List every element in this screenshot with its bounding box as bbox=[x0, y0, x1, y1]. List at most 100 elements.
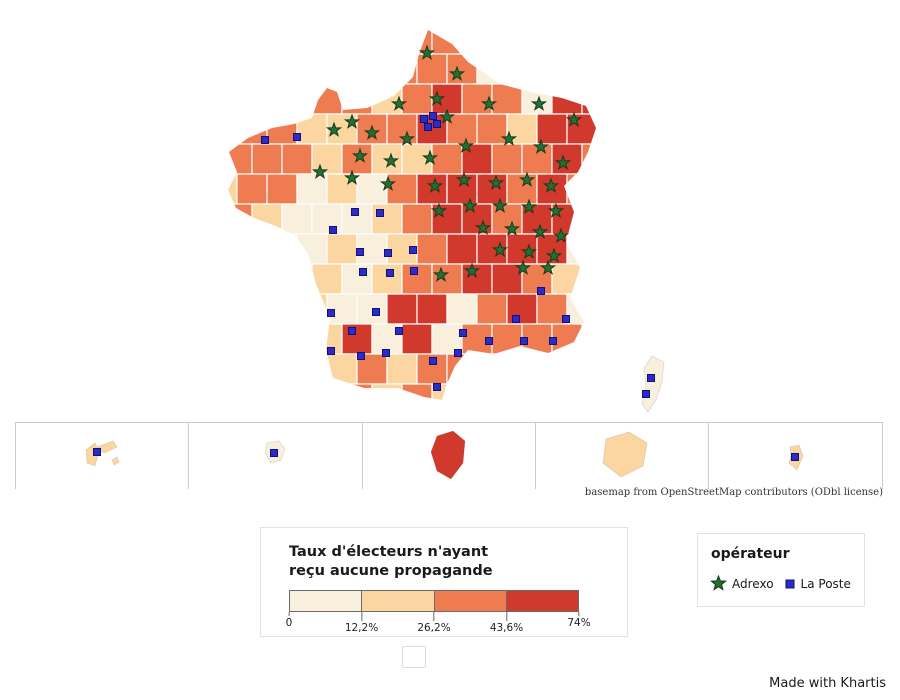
department-cell[interactable] bbox=[341, 323, 373, 355]
department-cell[interactable] bbox=[251, 323, 283, 355]
department-cell[interactable] bbox=[446, 353, 478, 385]
department-cell[interactable] bbox=[281, 383, 313, 414]
department-cell[interactable] bbox=[222, 323, 253, 355]
department-cell[interactable] bbox=[357, 414, 387, 444]
department-cell[interactable] bbox=[296, 53, 328, 85]
department-cell[interactable] bbox=[387, 414, 417, 444]
department-cell[interactable] bbox=[521, 24, 553, 55]
department-cell[interactable] bbox=[476, 53, 508, 85]
department-cell[interactable] bbox=[207, 293, 238, 325]
department-cell[interactable] bbox=[341, 383, 373, 414]
department-cell[interactable] bbox=[281, 263, 313, 295]
department-cell[interactable] bbox=[521, 383, 553, 414]
department-cell[interactable] bbox=[222, 143, 253, 175]
department-cell[interactable] bbox=[401, 323, 433, 355]
department-cell[interactable] bbox=[536, 353, 568, 385]
territory-guyane-shape[interactable] bbox=[430, 430, 466, 480]
department-cell[interactable] bbox=[431, 263, 463, 295]
department-cell[interactable] bbox=[386, 293, 418, 325]
department-cell[interactable] bbox=[401, 83, 433, 115]
department-cell[interactable] bbox=[521, 143, 553, 175]
department-cell[interactable] bbox=[222, 83, 253, 115]
department-cell[interactable] bbox=[311, 383, 343, 414]
department-cell[interactable] bbox=[237, 414, 267, 444]
department-cell[interactable] bbox=[446, 233, 478, 265]
department-cell[interactable] bbox=[566, 293, 597, 325]
department-cell[interactable] bbox=[401, 383, 433, 414]
department-cell[interactable] bbox=[521, 83, 553, 115]
department-cell[interactable] bbox=[476, 293, 508, 325]
department-cell[interactable] bbox=[281, 24, 313, 55]
department-cell[interactable] bbox=[236, 53, 268, 85]
department-cell[interactable] bbox=[431, 24, 463, 55]
department-cell[interactable] bbox=[371, 24, 403, 55]
department-cell[interactable] bbox=[222, 24, 253, 55]
department-cell[interactable] bbox=[296, 173, 328, 205]
department-cell[interactable] bbox=[491, 263, 523, 295]
department-cell[interactable] bbox=[581, 83, 612, 115]
department-cell[interactable] bbox=[371, 263, 403, 295]
department-cell[interactable] bbox=[386, 113, 418, 145]
department-cell[interactable] bbox=[461, 83, 493, 115]
department-cell[interactable] bbox=[551, 83, 583, 115]
department-cell[interactable] bbox=[446, 113, 478, 145]
department-cell[interactable] bbox=[236, 293, 268, 325]
department-cell[interactable] bbox=[551, 263, 583, 295]
department-cell[interactable] bbox=[266, 293, 298, 325]
department-cell[interactable] bbox=[551, 383, 583, 414]
department-cell[interactable] bbox=[566, 53, 597, 85]
department-cell[interactable] bbox=[446, 293, 478, 325]
department-cell[interactable] bbox=[266, 113, 298, 145]
department-cell[interactable] bbox=[327, 414, 357, 444]
department-cell[interactable] bbox=[251, 143, 283, 175]
department-cell[interactable] bbox=[311, 203, 343, 235]
department-cell[interactable] bbox=[207, 53, 238, 85]
department-cell[interactable] bbox=[461, 24, 493, 55]
department-cell[interactable] bbox=[491, 383, 523, 414]
department-cell[interactable] bbox=[341, 263, 373, 295]
france-choropleth-map[interactable] bbox=[0, 0, 900, 500]
department-cell[interactable] bbox=[207, 113, 238, 145]
department-cell[interactable] bbox=[297, 414, 327, 444]
department-cell[interactable] bbox=[537, 414, 567, 444]
department-cell[interactable] bbox=[507, 414, 537, 444]
department-cell[interactable] bbox=[266, 353, 298, 385]
department-cell[interactable] bbox=[207, 173, 238, 205]
department-cell[interactable] bbox=[506, 53, 538, 85]
department-cell[interactable] bbox=[311, 83, 343, 115]
department-cell[interactable] bbox=[341, 24, 373, 55]
mini-map-button[interactable] bbox=[402, 646, 426, 668]
department-cell[interactable] bbox=[401, 203, 433, 235]
department-cell[interactable] bbox=[551, 143, 583, 175]
department-cell[interactable] bbox=[566, 173, 597, 205]
department-cell[interactable] bbox=[266, 233, 298, 265]
department-cell[interactable] bbox=[296, 353, 328, 385]
department-cell[interactable] bbox=[491, 24, 523, 55]
department-cell[interactable] bbox=[566, 233, 597, 265]
department-cell[interactable] bbox=[296, 293, 328, 325]
department-cell[interactable] bbox=[491, 83, 523, 115]
department-cell[interactable] bbox=[506, 353, 538, 385]
department-cell[interactable] bbox=[581, 203, 612, 235]
department-cell[interactable] bbox=[386, 53, 418, 85]
department-cell[interactable] bbox=[581, 263, 612, 295]
territory-reunion-shape[interactable] bbox=[602, 431, 648, 478]
department-cell[interactable] bbox=[311, 263, 343, 295]
department-cell[interactable] bbox=[551, 24, 583, 55]
department-cell[interactable] bbox=[477, 414, 507, 444]
department-cell[interactable] bbox=[281, 323, 313, 355]
department-cell[interactable] bbox=[506, 293, 538, 325]
department-cell[interactable] bbox=[371, 203, 403, 235]
department-cell[interactable] bbox=[386, 353, 418, 385]
department-cell[interactable] bbox=[251, 24, 283, 55]
department-cell[interactable] bbox=[431, 143, 463, 175]
department-cell[interactable] bbox=[581, 323, 612, 355]
department-cell[interactable] bbox=[281, 203, 313, 235]
department-cell[interactable] bbox=[371, 83, 403, 115]
department-cell[interactable] bbox=[236, 173, 268, 205]
department-cell[interactable] bbox=[581, 24, 612, 55]
department-cell[interactable] bbox=[491, 323, 523, 355]
department-cell[interactable] bbox=[222, 383, 253, 414]
department-cell[interactable] bbox=[581, 143, 612, 175]
department-cell[interactable] bbox=[281, 143, 313, 175]
